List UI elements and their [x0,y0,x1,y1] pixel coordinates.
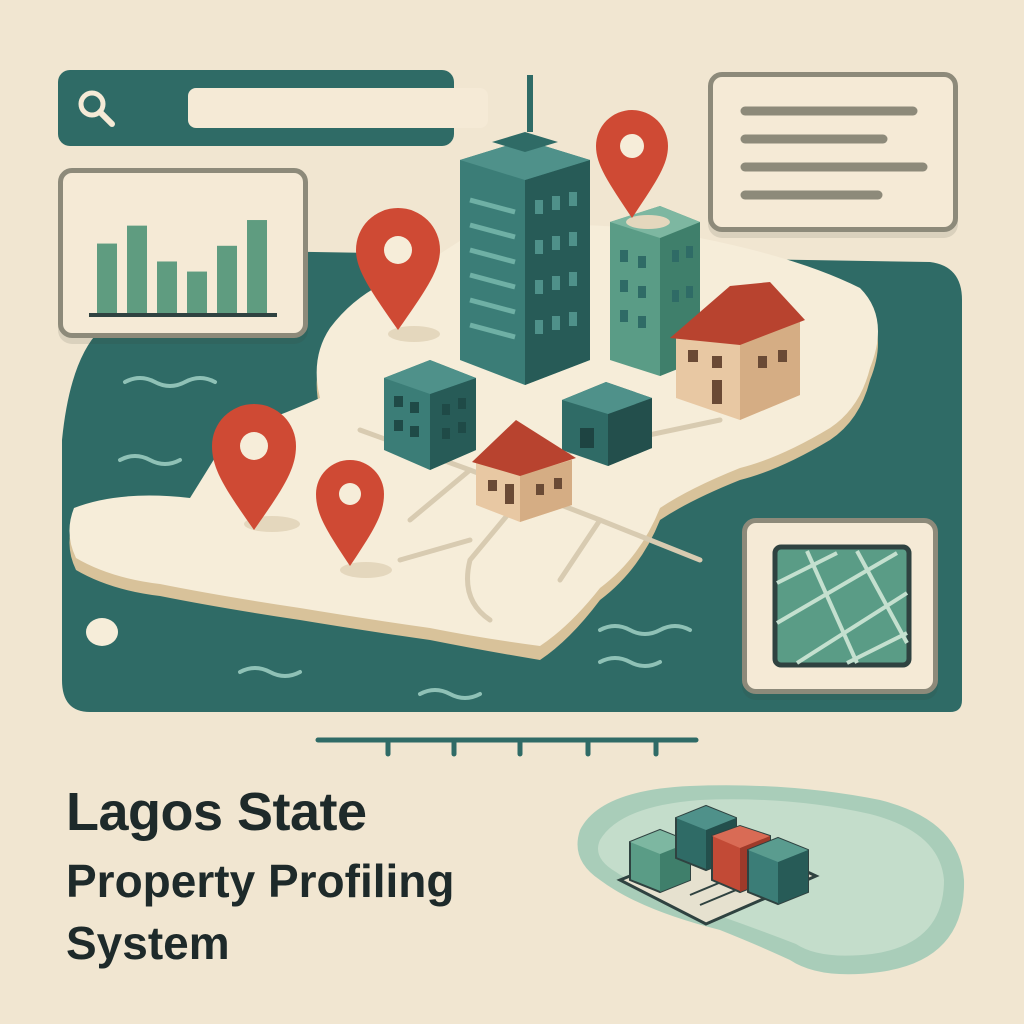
garage-building [562,382,652,466]
page-subtitle-line-2: System [66,917,230,969]
chart-bar [247,220,267,313]
map-pin-icon [356,208,440,342]
big-house [670,282,805,420]
map-pins [212,110,670,578]
small-island [86,618,118,646]
search-icon[interactable] [72,84,120,132]
chart-bar [187,271,207,313]
map-pin-icon [316,460,392,578]
small-house [472,420,576,522]
map-pin-icon [212,404,300,532]
search-input[interactable] [188,88,488,128]
timeline-scale [315,737,699,757]
chart-bar [97,243,117,313]
chart-bar [157,261,177,313]
water-waves [118,376,692,700]
text-lines [740,106,928,200]
teal-building [384,360,476,470]
chart-bar [217,245,237,313]
chart-bar [127,225,147,313]
search-bar [58,70,488,146]
page-subtitle-line-1: Property Profiling [66,855,455,907]
tall-tower [460,75,590,385]
map-thumbnail-panel[interactable] [742,518,938,694]
map-thumbnail-icon [772,544,912,668]
bar-chart [89,220,277,317]
neighborhood-illustration [577,785,965,975]
chart-widget[interactable] [58,168,308,338]
title-block: Lagos State Property Profiling System [66,780,454,972]
map-pin-icon [596,110,670,229]
info-card[interactable] [708,72,958,232]
page-title: Lagos State [66,782,367,842]
